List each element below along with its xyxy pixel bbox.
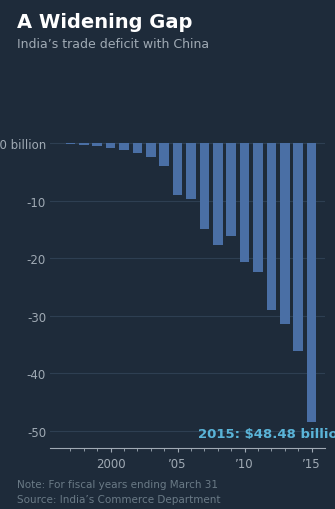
Bar	[293, 144, 303, 352]
Bar	[213, 144, 222, 246]
Bar	[240, 144, 249, 263]
Bar	[159, 144, 169, 167]
Bar	[280, 144, 289, 324]
Text: A Widening Gap: A Widening Gap	[17, 13, 192, 32]
Bar	[119, 144, 129, 151]
Text: 2015: $48.48 billion: 2015: $48.48 billion	[198, 427, 335, 440]
Bar	[133, 144, 142, 154]
Bar	[226, 144, 236, 237]
Bar	[173, 144, 182, 195]
Bar	[200, 144, 209, 230]
Bar	[146, 144, 155, 158]
Bar	[253, 144, 263, 273]
Bar	[267, 144, 276, 310]
Bar	[92, 144, 102, 147]
Text: Note: For fiscal years ending March 31
Source: India’s Commerce Department: Note: For fiscal years ending March 31 S…	[17, 479, 220, 504]
Bar	[66, 144, 75, 145]
Bar	[79, 144, 88, 146]
Bar	[307, 144, 316, 422]
Text: India’s trade deficit with China: India’s trade deficit with China	[17, 38, 209, 51]
Bar	[106, 144, 115, 149]
Bar	[186, 144, 196, 200]
